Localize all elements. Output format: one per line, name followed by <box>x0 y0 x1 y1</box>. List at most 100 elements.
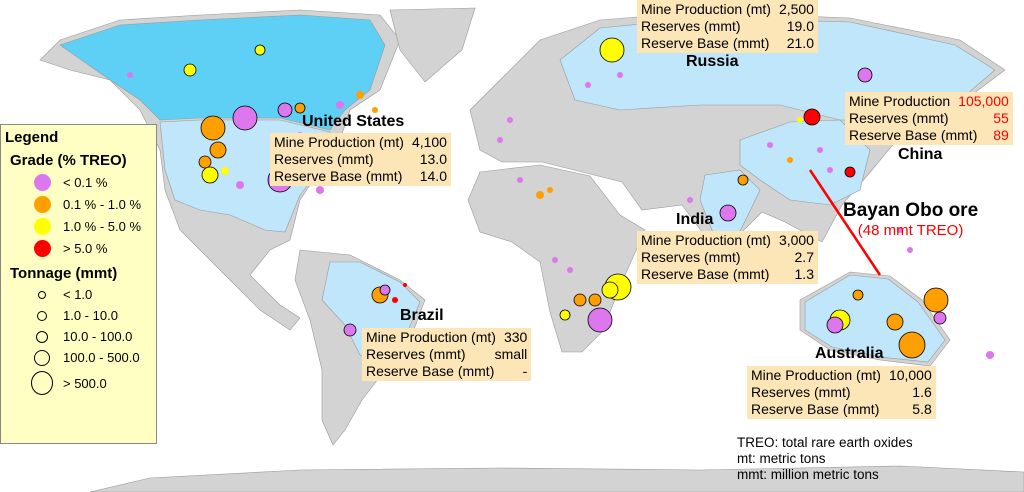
deposit-marker <box>316 186 324 194</box>
stat-value: 13.0 <box>419 151 447 167</box>
tonnage-item: > 500.0 <box>31 368 156 398</box>
callout-line <box>808 169 882 276</box>
stat-label: Reserves (mmt) <box>274 151 374 167</box>
deposit-marker <box>687 197 693 203</box>
deposit-marker <box>886 313 904 331</box>
stat-value: 1.6 <box>912 384 932 400</box>
note: mt: metric tons <box>737 451 826 466</box>
stat-row: Mine Production (mt) 10,000 <box>751 367 932 384</box>
deposit-marker <box>585 82 591 88</box>
deposit-marker <box>588 293 602 307</box>
deposit-marker <box>403 283 407 287</box>
deposit-marker <box>797 117 803 123</box>
stat-row: Mine Production (mt) 330 <box>366 329 527 346</box>
grade-label: 1.0 % - 5.0 % <box>63 218 142 234</box>
deposit-marker <box>567 267 573 273</box>
stat-value: 4,100 <box>411 134 447 150</box>
deposit-marker <box>536 191 544 199</box>
tonnage-title: Tonnage (mmt) <box>10 265 118 282</box>
deposit-marker <box>923 287 949 313</box>
deposit-marker <box>852 289 864 301</box>
greenland <box>389 7 476 83</box>
stat-value: 3,000 <box>778 232 814 248</box>
stat-label: Reserve Base (mmt) <box>849 127 978 143</box>
stat-row: Reserve Base (mmt) 89 <box>849 127 1009 144</box>
stat-value: 10,000 <box>888 367 932 383</box>
deposit-marker <box>767 142 773 148</box>
stat-row: Reserve Base (mmt) 21.0 <box>641 35 814 52</box>
country-stats-box: Mine Production (mt) 4,100 Reserves (mmt) 1… <box>270 133 451 186</box>
tonnage-item: 1.0 - 10.0 <box>31 305 156 326</box>
stat-row: Reserves (mmt) 55 <box>849 110 1009 127</box>
deposit-marker <box>507 117 513 123</box>
country-stats-box: Mine Production (mt) 10,000 Reserves (mmt)… <box>747 366 936 419</box>
stat-row: Mine Production (mt) 3,000 <box>641 232 814 249</box>
deposit-marker <box>719 204 737 222</box>
stat-row: Reserve Base (mmt) 14.0 <box>274 168 447 185</box>
stat-row: Mine Production (mt) 4,100 <box>274 134 447 151</box>
stat-value: small <box>494 346 528 362</box>
grade-item: 1.0 % - 5.0 % <box>31 215 156 237</box>
grade-swatch <box>33 217 51 235</box>
legend: Legend Grade (% TREO) < 0.1 % 0.1 % - 1.0… <box>0 124 157 444</box>
stat-label: Reserves (mmt) <box>849 110 949 126</box>
grade-label: > 5.0 % <box>63 240 108 256</box>
stat-value: 2,500 <box>778 1 814 17</box>
deposit-marker <box>933 311 947 325</box>
tonnage-label: > 500.0 <box>63 375 107 391</box>
deposit-marker <box>201 166 219 184</box>
stat-row: Reserves (mmt) 2.7 <box>641 249 814 266</box>
deposit-marker <box>817 147 823 153</box>
stat-value: 1.3 <box>794 266 814 282</box>
country-name: Brazil <box>400 307 444 324</box>
deposit-marker <box>236 181 244 189</box>
deposit-marker <box>221 167 229 175</box>
stat-value: 2.7 <box>794 249 814 265</box>
deposit-marker <box>986 351 994 359</box>
country-stats-box: Mine Production 105,000 Reserves (mmt) 55 Re… <box>845 92 1013 145</box>
deposit-marker <box>826 316 844 334</box>
deposit-marker <box>898 331 926 359</box>
deposit-marker <box>294 102 306 114</box>
deposit-marker <box>827 167 833 173</box>
deposit-marker <box>787 157 793 163</box>
stat-label: Reserves (mmt) <box>641 249 741 265</box>
bayan-obo-callout: Bayan Obo ore (48 mmt TREO) <box>843 200 978 239</box>
tonnage-item: 100.0 - 500.0 <box>31 347 156 368</box>
stat-row: Mine Production (mt) 2,500 <box>641 1 814 18</box>
deposit-marker <box>183 63 197 77</box>
stat-label: Mine Production (mt) <box>751 367 881 383</box>
deposit-marker <box>552 257 558 263</box>
stat-row: Reserve Base (mmt) - <box>366 363 527 380</box>
stat-value: 105,000 <box>958 93 1009 109</box>
country-name: Russia <box>686 53 739 70</box>
deposit-marker <box>379 284 391 296</box>
deposit-marker <box>907 247 913 253</box>
deposit-marker <box>198 155 212 169</box>
canada <box>59 14 386 131</box>
grade-title: Grade (% TREO) <box>10 152 127 169</box>
stat-value: 89 <box>993 127 1009 143</box>
note: mmt: million metric tons <box>737 467 879 482</box>
stat-label: Mine Production (mt) <box>366 329 496 345</box>
grade-item: > 5.0 % <box>31 237 156 259</box>
stat-label: Reserves (mmt) <box>641 18 741 34</box>
stat-value: 14.0 <box>419 168 447 184</box>
deposit-marker <box>587 307 613 333</box>
grade-item: < 0.1 % <box>31 171 156 193</box>
country-name: India <box>676 211 714 228</box>
country-stats-box: Mine Production (mt) 3,000 Reserves (mmt) 2… <box>637 231 818 284</box>
stat-label: Reserves (mmt) <box>366 346 466 362</box>
stat-value: 5.8 <box>912 401 932 417</box>
country-stats-box: Mine Production (mt) 2,500 Reserves (mmt) 1… <box>637 0 818 53</box>
deposit-marker <box>897 227 903 233</box>
deposit-marker <box>372 107 378 113</box>
stat-row: Reserves (mmt) 1.6 <box>751 384 932 401</box>
deposit-marker <box>232 105 258 131</box>
deposit-marker <box>343 323 357 337</box>
stat-label: Reserve Base (mmt) <box>641 35 770 51</box>
deposit-marker <box>617 72 623 78</box>
grade-label: 0.1 % - 1.0 % <box>63 196 142 212</box>
tonnage-swatch <box>36 330 48 343</box>
